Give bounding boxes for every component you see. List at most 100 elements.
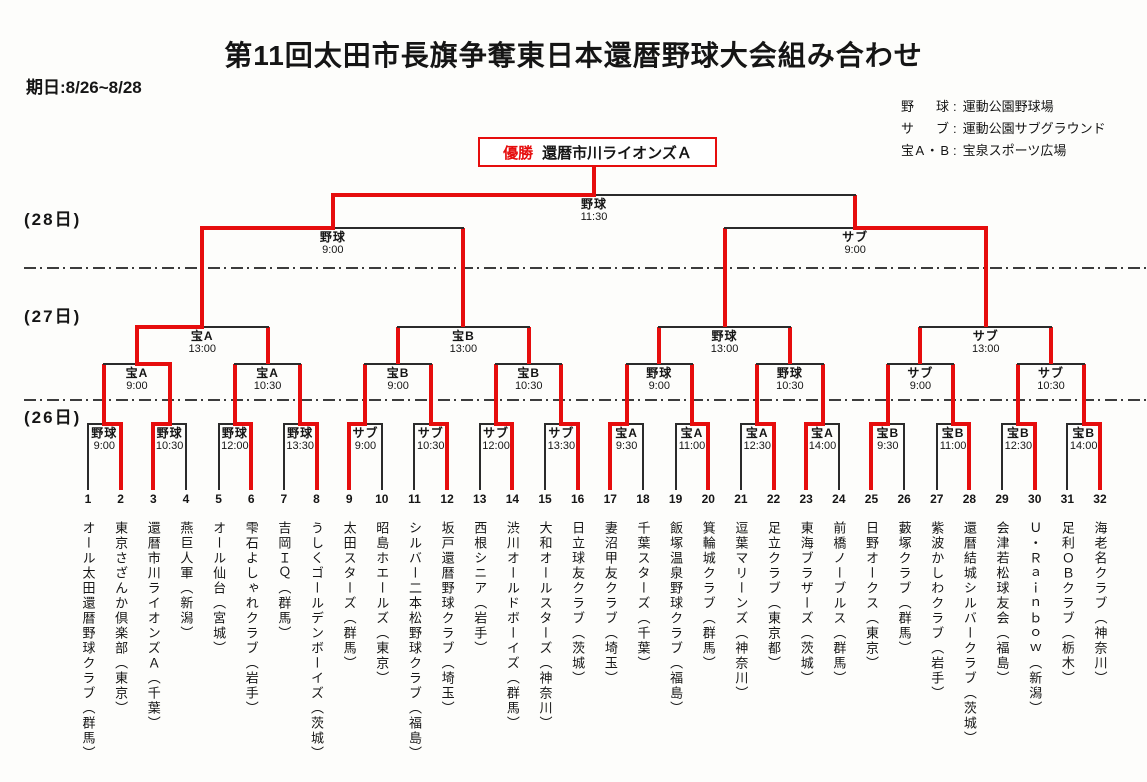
day-separator-28-27 xyxy=(24,267,1147,269)
match-venue: 宝A xyxy=(745,426,769,440)
team-name: 東海ブラザーズ（茨城） xyxy=(798,521,814,686)
winner-path xyxy=(706,424,711,490)
winner-path xyxy=(151,422,172,426)
bracket-line xyxy=(658,326,791,328)
winner-path xyxy=(869,422,890,426)
match-label: サブ 10:30 xyxy=(401,426,461,453)
team-name: 還暦市川ライオンズＡ（千葉） xyxy=(145,521,161,731)
team-line xyxy=(935,424,938,490)
match-venue: 野球 xyxy=(221,426,248,440)
match-venue: 野球 xyxy=(776,366,803,380)
team-number: 25 xyxy=(864,492,879,506)
winner-path xyxy=(983,228,988,327)
match-label: 宝A 9:00 xyxy=(107,366,167,393)
winner-path xyxy=(363,364,368,424)
match-time: 12:30 xyxy=(743,440,771,453)
team-name: 東京さざんか倶楽部（東京） xyxy=(113,521,129,716)
winner-path xyxy=(134,362,172,366)
match-venue: 宝A xyxy=(256,366,279,380)
match-time: 14:00 xyxy=(1069,440,1098,453)
match-venue: 野球 xyxy=(580,197,607,211)
team-line xyxy=(87,424,89,490)
team-name: 太田スターズ（群馬） xyxy=(341,521,357,671)
team-name: 足利ＯＢクラブ（栃木） xyxy=(1059,521,1075,686)
winner-path xyxy=(200,228,205,327)
winner-path xyxy=(918,327,923,364)
bracket-line xyxy=(364,363,432,365)
legend-row-takara: 宝A・B: 宝泉スポーツ広場 xyxy=(901,140,1106,162)
match-label: サブ 13:30 xyxy=(531,426,591,453)
match-venue: 宝A xyxy=(615,426,638,440)
day-label-28: (28日) xyxy=(24,210,82,229)
match-venue: サブ xyxy=(483,426,510,440)
match-venue: 野球 xyxy=(319,230,346,244)
match-time: 9:00 xyxy=(909,380,932,393)
team-name: 逗葉マリーンズ（神奈川） xyxy=(733,521,749,701)
team-name: 大和オールスターズ（神奈川） xyxy=(537,521,553,731)
winner-path xyxy=(494,364,499,424)
winner-path xyxy=(330,195,335,228)
bracket-line xyxy=(919,326,1053,328)
match-label: 野球 13:30 xyxy=(270,426,330,453)
winner-path xyxy=(200,226,335,230)
match-time: 13:30 xyxy=(286,440,314,453)
match-venue: 宝A xyxy=(811,426,834,440)
team-line xyxy=(413,424,416,490)
legend-place: 宝泉スポーツ広場 xyxy=(962,143,1067,158)
team-number: 22 xyxy=(766,492,781,506)
winner-path xyxy=(1016,422,1037,426)
bracket-line xyxy=(1017,363,1085,365)
winner-path xyxy=(787,327,792,364)
winner-path xyxy=(167,364,172,424)
team-number: 32 xyxy=(1093,492,1107,506)
team-name: 紫波かしわクラブ（岩手） xyxy=(929,521,945,701)
team-number: 11 xyxy=(408,492,421,506)
match-time: 13:00 xyxy=(710,343,739,356)
team-line xyxy=(380,424,383,490)
team-number: 31 xyxy=(1060,492,1075,506)
match-venue: 宝A xyxy=(680,426,704,440)
match-label: 宝A 12:30 xyxy=(727,426,787,453)
match-label: サブ 9:00 xyxy=(825,230,885,257)
match-time: 12:00 xyxy=(221,440,249,453)
match-time: 13:30 xyxy=(547,440,576,453)
day-separator-27-26 xyxy=(24,399,1147,401)
match-venue: サブ xyxy=(842,230,869,244)
winner-path xyxy=(134,325,205,329)
team-name: 藪塚クラブ（群馬） xyxy=(896,521,912,656)
match-label: サブ 12:00 xyxy=(466,426,526,453)
winner-path xyxy=(526,327,531,364)
bracket-line xyxy=(397,326,530,328)
winner-path xyxy=(461,228,466,327)
team-name: シルバー二本松野球クラブ（福島） xyxy=(406,521,422,761)
match-label: 野球 10:30 xyxy=(760,366,820,393)
winner-path xyxy=(1016,364,1021,424)
winner-path xyxy=(347,424,352,490)
team-name: Ｕ・Ｒａｉｎｂｏｗ（新潟） xyxy=(1027,521,1043,716)
team-number: 29 xyxy=(995,492,1009,506)
team-name: 飯塚温泉野球クラブ（福島） xyxy=(668,521,684,716)
team-name: オール太田還暦野球クラブ（群馬） xyxy=(80,521,96,761)
match-time: 10:30 xyxy=(253,380,282,393)
match-venue: サブ xyxy=(417,426,444,440)
match-time: 9:30 xyxy=(615,440,638,453)
winner-path xyxy=(134,327,139,364)
match-venue: 宝B xyxy=(1007,426,1030,440)
team-line xyxy=(1066,424,1069,490)
match-label: 宝B 10:30 xyxy=(499,366,559,393)
match-venue: サブ xyxy=(907,366,934,380)
team-name: うしくゴールデンボーイズ（茨城） xyxy=(309,521,324,761)
winner-path xyxy=(298,364,303,424)
bracket-line xyxy=(625,363,693,365)
team-name: 千葉スターズ（千葉） xyxy=(635,521,651,671)
team-line xyxy=(641,424,644,490)
team-line xyxy=(217,424,220,490)
team-line xyxy=(837,424,840,490)
match-time: 14:00 xyxy=(808,440,837,453)
winner-path xyxy=(249,424,254,490)
team-name: 坂戸還暦野球クラブ（埼玉） xyxy=(439,521,455,716)
winner-path xyxy=(722,228,727,327)
team-number: 24 xyxy=(832,492,846,506)
match-time: 12:00 xyxy=(482,440,510,453)
winner-path xyxy=(314,424,319,490)
